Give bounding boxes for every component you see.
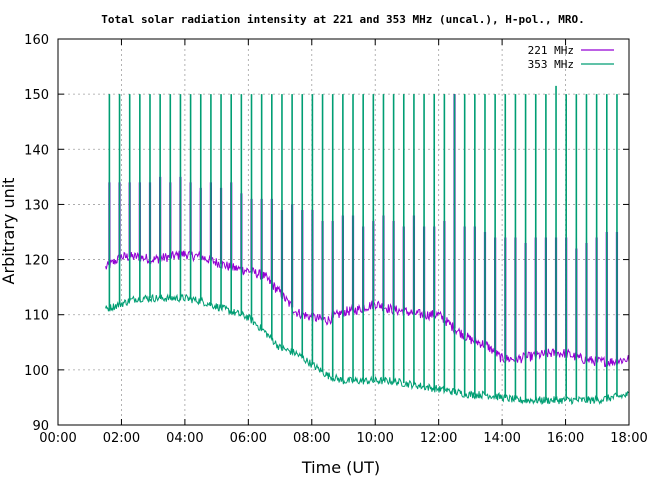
chart-title: Total solar radiation intensity at 221 a… (101, 13, 584, 26)
x-tick-label: 18:00 (610, 431, 647, 446)
series-353-mhz (105, 85, 630, 406)
y-axis-label: Arbitrary unit (0, 178, 18, 285)
x-tick-label: 00:00 (39, 431, 76, 446)
series-line (105, 293, 630, 406)
x-axis-label: Time (UT) (301, 458, 380, 477)
x-tick-label: 08:00 (293, 431, 330, 446)
y-tick-label: 100 (24, 364, 49, 379)
legend-label: 353 MHz (528, 58, 574, 71)
y-tick-label: 90 (32, 419, 49, 434)
x-tick-label: 12:00 (420, 431, 457, 446)
y-tick-label: 150 (24, 88, 49, 103)
plot-border (57, 38, 630, 426)
y-tick-labels: 90 100 110 120 130 140 150 160 (24, 33, 49, 434)
legend-label: 221 MHz (528, 44, 574, 57)
x-tick-label: 10:00 (356, 431, 393, 446)
y-tick-label: 140 (24, 143, 49, 158)
y-tick-label: 110 (24, 309, 49, 324)
series-group (105, 85, 630, 406)
x-tick-label: 06:00 (230, 431, 267, 446)
x-tick-label: 16:00 (547, 431, 584, 446)
series-line (105, 248, 630, 368)
y-tick-label: 130 (24, 198, 49, 213)
x-tick-label: 02:00 (103, 431, 140, 446)
ticks (57, 38, 630, 426)
x-tick-label: 14:00 (483, 431, 520, 446)
y-tick-label: 120 (24, 254, 49, 269)
x-tick-label: 04:00 (166, 431, 203, 446)
y-tick-label: 160 (24, 33, 49, 48)
x-tick-labels: 00:00 02:00 04:00 06:00 08:00 10:00 12:00 14:00… (39, 431, 647, 446)
